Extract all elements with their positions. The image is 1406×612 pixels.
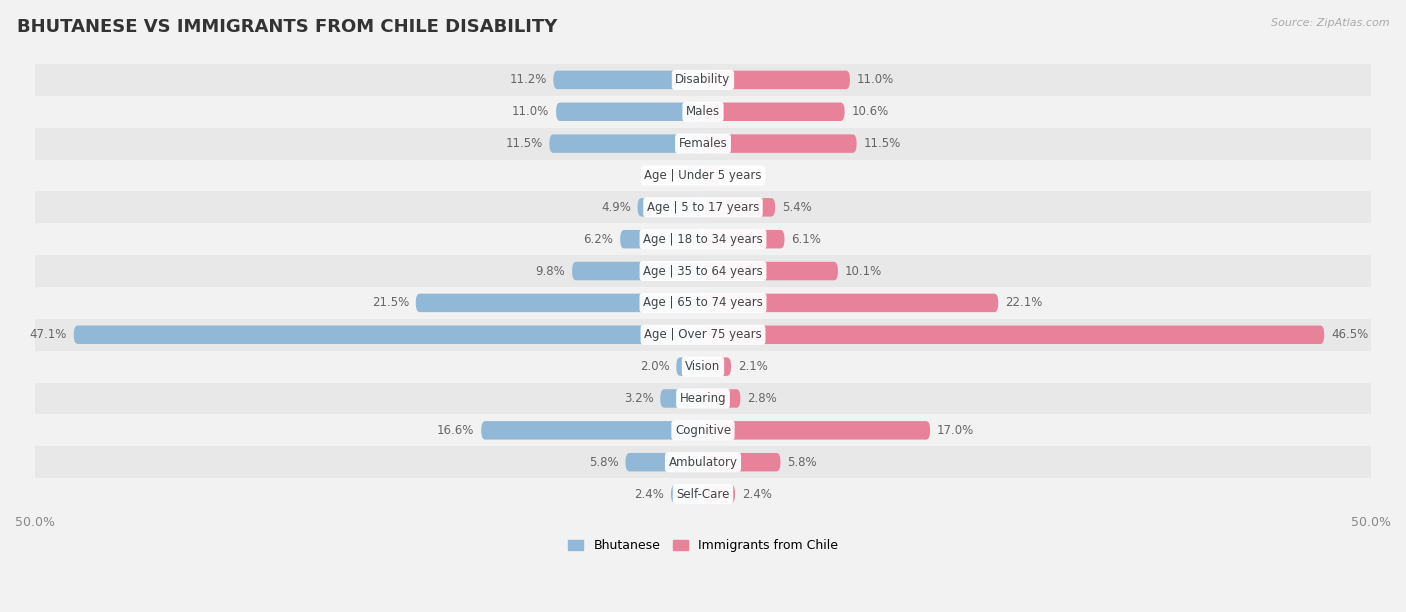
FancyBboxPatch shape: [688, 166, 703, 185]
Text: Hearing: Hearing: [679, 392, 727, 405]
FancyBboxPatch shape: [73, 326, 703, 344]
FancyBboxPatch shape: [626, 453, 703, 471]
FancyBboxPatch shape: [703, 102, 845, 121]
FancyBboxPatch shape: [703, 166, 720, 185]
FancyBboxPatch shape: [35, 414, 1371, 446]
Text: 5.8%: 5.8%: [589, 456, 619, 469]
FancyBboxPatch shape: [703, 485, 735, 503]
FancyBboxPatch shape: [35, 319, 1371, 351]
Text: 3.2%: 3.2%: [624, 392, 654, 405]
Text: Males: Males: [686, 105, 720, 118]
Legend: Bhutanese, Immigrants from Chile: Bhutanese, Immigrants from Chile: [564, 534, 842, 558]
FancyBboxPatch shape: [550, 135, 703, 153]
FancyBboxPatch shape: [35, 478, 1371, 510]
FancyBboxPatch shape: [35, 223, 1371, 255]
FancyBboxPatch shape: [661, 389, 703, 408]
FancyBboxPatch shape: [703, 294, 998, 312]
Text: Age | 65 to 74 years: Age | 65 to 74 years: [643, 296, 763, 310]
Text: Age | 18 to 34 years: Age | 18 to 34 years: [643, 233, 763, 245]
FancyBboxPatch shape: [671, 485, 703, 503]
Text: Self-Care: Self-Care: [676, 488, 730, 501]
Text: Age | Over 75 years: Age | Over 75 years: [644, 328, 762, 341]
Text: 5.4%: 5.4%: [782, 201, 811, 214]
FancyBboxPatch shape: [703, 70, 851, 89]
FancyBboxPatch shape: [35, 287, 1371, 319]
FancyBboxPatch shape: [703, 135, 856, 153]
Text: 11.5%: 11.5%: [863, 137, 901, 150]
FancyBboxPatch shape: [703, 198, 775, 217]
Text: Ambulatory: Ambulatory: [668, 456, 738, 469]
FancyBboxPatch shape: [703, 453, 780, 471]
Text: 1.3%: 1.3%: [727, 169, 756, 182]
FancyBboxPatch shape: [35, 128, 1371, 160]
FancyBboxPatch shape: [35, 351, 1371, 382]
FancyBboxPatch shape: [35, 255, 1371, 287]
FancyBboxPatch shape: [35, 96, 1371, 128]
Text: 2.0%: 2.0%: [640, 360, 669, 373]
Text: Cognitive: Cognitive: [675, 424, 731, 437]
FancyBboxPatch shape: [35, 382, 1371, 414]
Text: 6.2%: 6.2%: [583, 233, 613, 245]
FancyBboxPatch shape: [703, 389, 741, 408]
Text: Disability: Disability: [675, 73, 731, 86]
Text: Source: ZipAtlas.com: Source: ZipAtlas.com: [1271, 18, 1389, 28]
Text: 46.5%: 46.5%: [1331, 328, 1368, 341]
Text: Females: Females: [679, 137, 727, 150]
FancyBboxPatch shape: [676, 357, 703, 376]
FancyBboxPatch shape: [637, 198, 703, 217]
Text: BHUTANESE VS IMMIGRANTS FROM CHILE DISABILITY: BHUTANESE VS IMMIGRANTS FROM CHILE DISAB…: [17, 18, 557, 36]
Text: 2.1%: 2.1%: [738, 360, 768, 373]
FancyBboxPatch shape: [555, 102, 703, 121]
Text: 2.4%: 2.4%: [634, 488, 664, 501]
FancyBboxPatch shape: [35, 160, 1371, 192]
Text: Age | 35 to 64 years: Age | 35 to 64 years: [643, 264, 763, 277]
FancyBboxPatch shape: [703, 230, 785, 248]
Text: 17.0%: 17.0%: [936, 424, 974, 437]
Text: 11.0%: 11.0%: [512, 105, 550, 118]
Text: 21.5%: 21.5%: [371, 296, 409, 310]
Text: Age | Under 5 years: Age | Under 5 years: [644, 169, 762, 182]
Text: 10.1%: 10.1%: [845, 264, 882, 277]
Text: 11.2%: 11.2%: [509, 73, 547, 86]
FancyBboxPatch shape: [572, 262, 703, 280]
Text: Vision: Vision: [685, 360, 721, 373]
FancyBboxPatch shape: [481, 421, 703, 439]
Text: 11.5%: 11.5%: [505, 137, 543, 150]
Text: 10.6%: 10.6%: [851, 105, 889, 118]
Text: 2.8%: 2.8%: [747, 392, 778, 405]
Text: 11.0%: 11.0%: [856, 73, 894, 86]
FancyBboxPatch shape: [703, 326, 1324, 344]
FancyBboxPatch shape: [416, 294, 703, 312]
FancyBboxPatch shape: [703, 357, 731, 376]
Text: 16.6%: 16.6%: [437, 424, 475, 437]
FancyBboxPatch shape: [35, 192, 1371, 223]
FancyBboxPatch shape: [703, 262, 838, 280]
Text: 47.1%: 47.1%: [30, 328, 67, 341]
Text: 6.1%: 6.1%: [792, 233, 821, 245]
Text: Age | 5 to 17 years: Age | 5 to 17 years: [647, 201, 759, 214]
Text: 2.4%: 2.4%: [742, 488, 772, 501]
FancyBboxPatch shape: [554, 70, 703, 89]
FancyBboxPatch shape: [703, 421, 931, 439]
Text: 4.9%: 4.9%: [600, 201, 631, 214]
FancyBboxPatch shape: [35, 64, 1371, 96]
Text: 9.8%: 9.8%: [536, 264, 565, 277]
Text: 5.8%: 5.8%: [787, 456, 817, 469]
FancyBboxPatch shape: [35, 446, 1371, 478]
Text: 22.1%: 22.1%: [1005, 296, 1042, 310]
FancyBboxPatch shape: [620, 230, 703, 248]
Text: 1.2%: 1.2%: [651, 169, 681, 182]
